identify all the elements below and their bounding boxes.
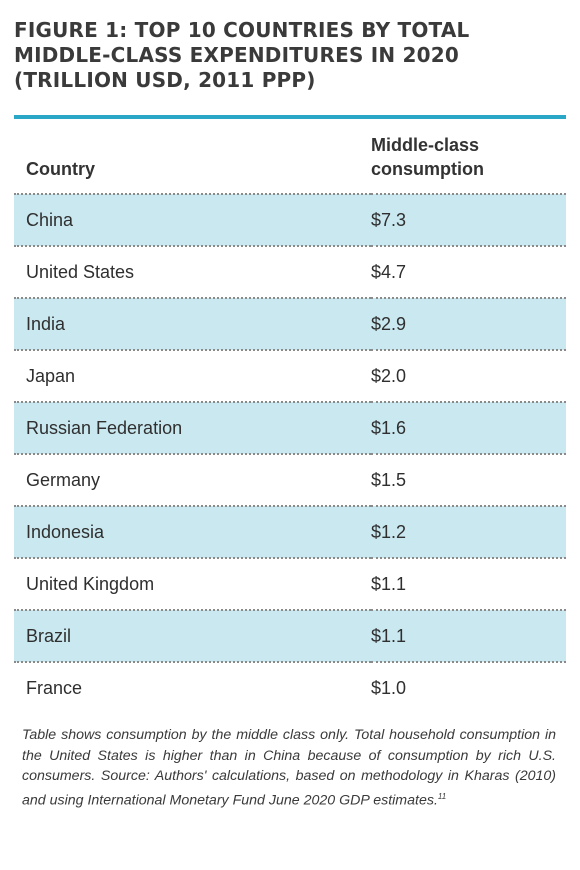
country-cell: Indonesia — [14, 505, 371, 558]
table-row: Japan $2.0 — [14, 349, 566, 402]
accent-rule — [14, 115, 566, 119]
consumption-cell: $2.9 — [371, 297, 566, 350]
country-cell: India — [14, 297, 371, 350]
country-cell: United States — [14, 245, 371, 298]
country-cell: Japan — [14, 349, 371, 402]
country-cell: United Kingdom — [14, 557, 371, 610]
table-row: Brazil $1.1 — [14, 609, 566, 662]
header-country: Country — [26, 159, 95, 179]
footnote: Table shows consumption by the middle cl… — [22, 725, 556, 811]
data-table: Country Middle-class consumption China $7… — [14, 119, 566, 713]
consumption-cell: $7.3 — [371, 193, 566, 246]
table-row: China $7.3 — [14, 193, 566, 246]
consumption-cell: $2.0 — [371, 349, 566, 402]
header-consumption: Middle-class consumption — [371, 135, 484, 179]
table-row: France $1.0 — [14, 661, 566, 713]
country-cell: France — [14, 661, 371, 713]
consumption-cell: $1.2 — [371, 505, 566, 558]
consumption-cell: $1.0 — [371, 661, 566, 713]
country-cell: Russian Federation — [14, 401, 371, 454]
country-cell: Germany — [14, 453, 371, 506]
country-cell: China — [14, 193, 371, 246]
consumption-cell: $1.5 — [371, 453, 566, 506]
footnote-text: Table shows consumption by the middle cl… — [22, 727, 556, 809]
table-row: United States $4.7 — [14, 245, 566, 298]
consumption-cell: $1.1 — [371, 609, 566, 662]
consumption-cell: $1.1 — [371, 557, 566, 610]
table-header-row: Country Middle-class consumption — [14, 119, 566, 194]
consumption-cell: $4.7 — [371, 245, 566, 298]
table-row: United Kingdom $1.1 — [14, 557, 566, 610]
table-row: Russian Federation $1.6 — [14, 401, 566, 454]
table-row: Germany $1.5 — [14, 453, 566, 506]
country-cell: Brazil — [14, 609, 371, 662]
footnote-reference: 11 — [437, 791, 447, 801]
consumption-cell: $1.6 — [371, 401, 566, 454]
table-row: Indonesia $1.2 — [14, 505, 566, 558]
table-row: India $2.9 — [14, 297, 566, 350]
figure-title: FIGURE 1: TOP 10 COUNTRIES BY TOTAL MIDD… — [14, 18, 470, 92]
table-body: China $7.3 United States $4.7 India $2.9 Japan… — [14, 193, 566, 713]
